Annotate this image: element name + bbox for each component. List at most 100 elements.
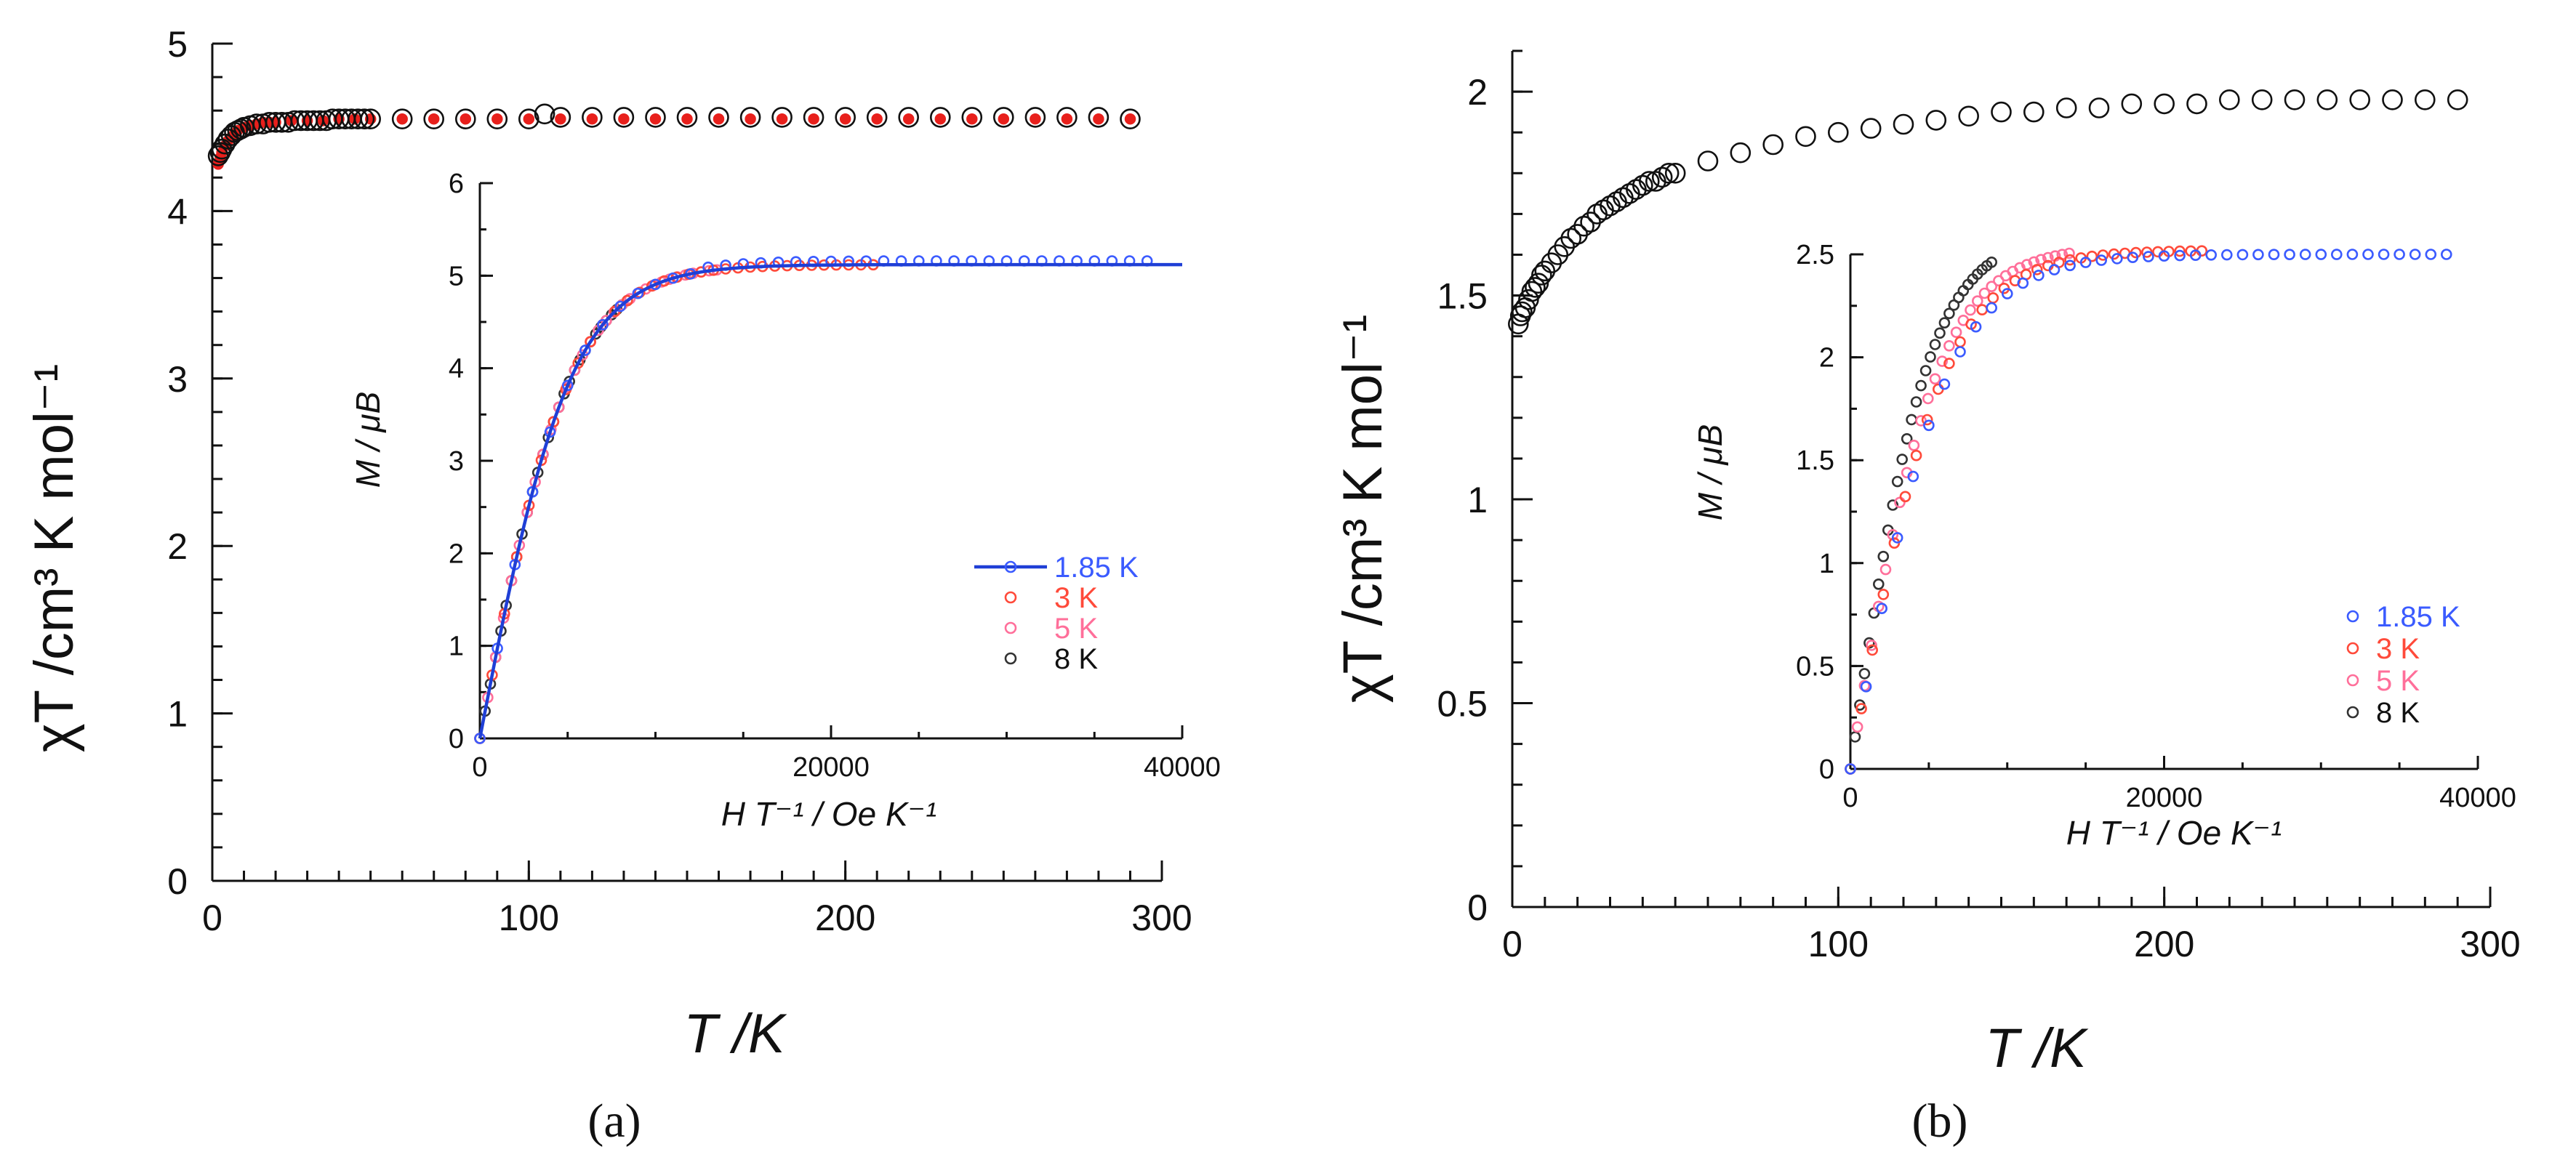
- b-main-point-exp: [1560, 227, 1581, 249]
- a-main-point-fit: [1061, 113, 1073, 125]
- b-inset-y-tick-label: 1: [1819, 549, 1834, 579]
- a-inset-point-3K: [572, 357, 585, 369]
- b-inset-point-8K: [1858, 668, 1871, 680]
- a-legend-marker: [1004, 560, 1017, 573]
- a-main-point-fit: [745, 113, 756, 125]
- b-inset-point-8K: [1887, 499, 1899, 511]
- b-inset-point-8K: [1910, 396, 1922, 408]
- b-inset-x-tick-label: 0: [1842, 783, 1858, 813]
- b-inset-point-3K: [1855, 703, 1867, 714]
- b-legend-marker: [2346, 610, 2359, 623]
- b-inset-point-8K: [1896, 454, 1908, 465]
- b-inset-point-185K: [2064, 259, 2076, 272]
- b-main-x-tick-label: 200: [2134, 924, 2194, 964]
- b-main-point-exp: [2219, 89, 2240, 110]
- a-main-point-exp: [739, 107, 761, 128]
- b-inset-point-185K: [2002, 288, 2013, 299]
- caption-b: (b): [1912, 1095, 1968, 1148]
- b-main-point-exp: [1573, 215, 1594, 237]
- a-inset-y-tick-label: 4: [449, 354, 464, 384]
- a-main-point-fit: [966, 113, 978, 125]
- b-main-marks: [1508, 89, 2468, 335]
- b-main-point-exp: [1697, 150, 1719, 172]
- a-main-point-exp: [708, 107, 729, 128]
- b-inset-point-185K: [2441, 249, 2452, 260]
- a-inset-y-tick-label: 0: [449, 724, 464, 754]
- a-main-point-exp: [582, 107, 603, 128]
- b-main-point-exp: [1658, 163, 1680, 184]
- a-main-y-tick-label: 0: [167, 861, 188, 902]
- b-inset-point-185K: [1891, 532, 1903, 544]
- b-inset-point-8K: [1877, 550, 1890, 563]
- b-inset-point-185K: [1986, 302, 1997, 314]
- b-main-point-exp: [1547, 244, 1569, 265]
- a-legend-label: 1.85 K: [1054, 552, 1139, 584]
- a-main-point-fit: [902, 113, 915, 125]
- b-main-point-exp: [2382, 89, 2403, 110]
- b-inset-point-185K: [2378, 249, 2390, 260]
- a-main-point-fit: [713, 113, 725, 125]
- b-main-point-exp: [1860, 118, 1882, 139]
- a-main-point-exp: [1056, 107, 1078, 128]
- a-main-point-exp: [353, 108, 375, 129]
- b-inset-point-185K: [1923, 419, 1935, 432]
- b-inset-point-5K: [2035, 254, 2047, 266]
- b-inset-point-8K: [1919, 365, 1932, 376]
- a-main-point-fit: [618, 113, 630, 125]
- b-main-point-exp: [1613, 187, 1634, 209]
- a-main-point-fit: [523, 113, 535, 125]
- b-inset-point-3K: [1877, 589, 1890, 600]
- a-main-x-axis-title-text: T /K: [683, 1003, 787, 1065]
- a-main-y-tick-label: 5: [167, 24, 188, 65]
- a-inset-point-185K: [579, 344, 591, 356]
- b-main-point-exp: [1512, 301, 1533, 323]
- caption-a: (a): [587, 1095, 641, 1148]
- b-inset-point-185K: [2299, 249, 2311, 260]
- b-inset-point-185K: [1845, 763, 1856, 775]
- a-main-point-exp: [613, 107, 635, 128]
- b-main-point-exp: [1632, 174, 1653, 196]
- b-main-point-exp: [2349, 89, 2370, 110]
- b-main-x-tick-label: 300: [2460, 924, 2520, 964]
- b-inset-point-185K: [2284, 249, 2295, 261]
- b-inset-point-5K: [1936, 355, 1948, 367]
- a-main-point-exp: [423, 108, 445, 129]
- a-main-point-fit: [839, 113, 851, 125]
- a-inset-y-tick-label: 5: [449, 261, 464, 291]
- b-inset-point-5K: [1950, 326, 1962, 339]
- b-inset-point-8K: [1906, 414, 1917, 426]
- a-main-point-fit: [396, 113, 408, 125]
- a-main-point-exp: [835, 107, 856, 128]
- a-main-point-exp: [898, 107, 919, 128]
- b-legend-label: 1.85 K: [2376, 601, 2460, 633]
- b-main-x-tick-label: 100: [1808, 924, 1869, 964]
- b-inset-point-185K: [2079, 257, 2092, 268]
- a-inset-y-axis-title: M / μB: [349, 392, 387, 488]
- b-inset-legend: 1.85 K3 K5 K8 K: [2346, 601, 2460, 729]
- b-inset-point-8K: [1891, 475, 1903, 488]
- a-main-point-exp: [518, 108, 539, 129]
- a-main-point-exp: [961, 107, 983, 128]
- b-legend-marker: [2346, 674, 2359, 687]
- b-inset-point-8K: [1986, 256, 1997, 268]
- b-inset-point-185K: [2221, 249, 2233, 261]
- b-legend-label: 3 K: [2376, 633, 2420, 665]
- b-inset-point-3K: [1943, 358, 1955, 369]
- b-inset-point-3K: [1976, 304, 1988, 316]
- a-legend-label: 3 K: [1054, 582, 1098, 614]
- a-legend-label: 5 K: [1054, 613, 1098, 645]
- b-inset-y-tick-label: 0: [1819, 754, 1834, 785]
- a-main-point-exp: [454, 108, 476, 129]
- a-inset-y-tick-label: 3: [449, 446, 464, 477]
- b-inset-point-5K: [1986, 281, 1997, 293]
- b-inset-point-185K: [2048, 264, 2061, 275]
- a-inset-point-3K: [585, 336, 596, 348]
- a-legend-marker: [1004, 652, 1017, 665]
- a-main-point-fit: [808, 113, 819, 125]
- a-inset-x-tick-label: 20000: [793, 752, 870, 783]
- b-main-point-exp: [2154, 93, 2175, 115]
- a-main-point-exp: [230, 118, 252, 140]
